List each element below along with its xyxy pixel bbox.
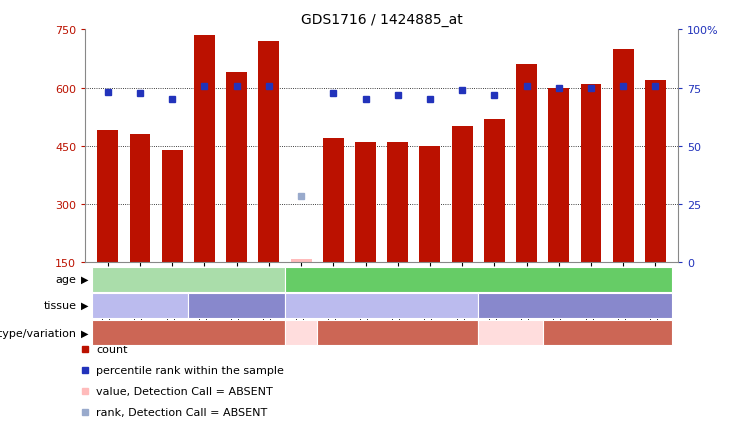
Bar [452,127,473,263]
Text: ▶: ▶ [81,301,88,310]
Text: spinal cord: spinal cord [111,301,169,310]
Bar [580,85,602,263]
Text: spinal cord: spinal cord [353,301,411,310]
Text: 10 wk: 10 wk [459,273,497,286]
Text: mutant: mutant [377,328,418,338]
Text: ocular motor neuron: ocular motor neuron [522,301,628,310]
Text: control: control [282,328,320,338]
Bar [162,150,183,263]
Bar [516,65,537,263]
Text: mutant: mutant [168,328,209,338]
Text: age: age [56,275,76,284]
Bar [548,89,569,263]
Bar [484,119,505,263]
Text: rank, Detection Call = ABSENT: rank, Detection Call = ABSENT [96,407,268,417]
Text: percentile rank within the sample: percentile rank within the sample [96,365,285,375]
Bar [194,36,215,263]
Bar [613,50,634,263]
Text: count: count [96,345,128,354]
Text: mutant: mutant [587,328,628,338]
Title: GDS1716 / 1424885_at: GDS1716 / 1424885_at [301,13,462,26]
Text: genotype/variation: genotype/variation [0,328,76,338]
Bar [323,139,344,263]
Bar [645,81,666,263]
Bar [259,42,279,263]
Bar [419,146,440,263]
Text: ocular motor neuron: ocular motor neuron [183,301,290,310]
Bar [97,131,119,263]
Text: ▶: ▶ [81,328,88,338]
Text: 6 wk: 6 wk [173,273,203,286]
Text: value, Detection Call = ABSENT: value, Detection Call = ABSENT [96,386,273,396]
Bar [388,143,408,263]
Text: ▶: ▶ [81,275,88,284]
Bar [355,143,376,263]
Text: control: control [491,328,530,338]
Bar [130,135,150,263]
Text: tissue: tissue [43,301,76,310]
Bar [290,260,311,263]
Bar [226,73,247,263]
